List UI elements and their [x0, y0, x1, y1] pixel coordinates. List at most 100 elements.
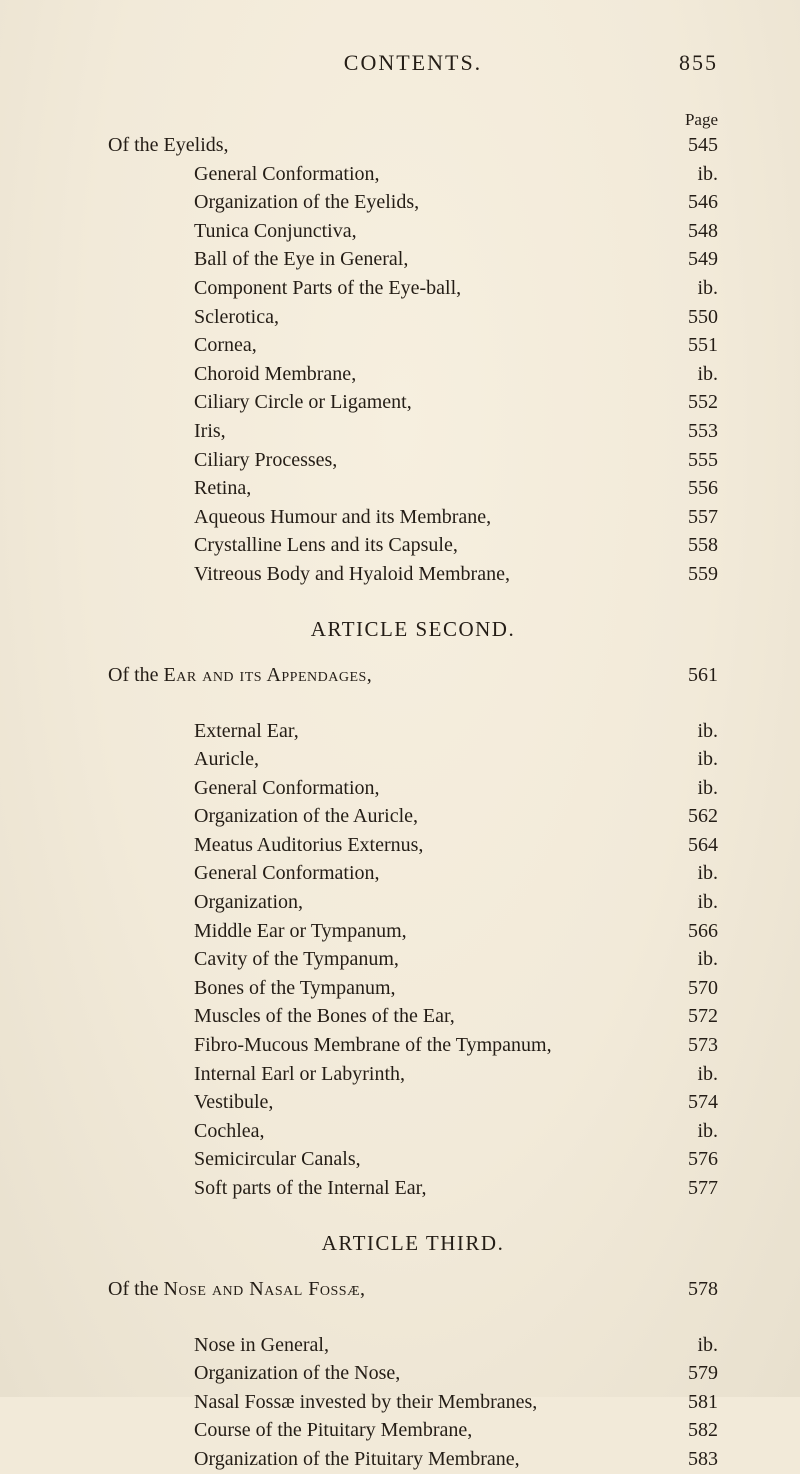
toc-entry-page: 572: [660, 1003, 718, 1031]
toc-entry-page: 573: [660, 1032, 718, 1060]
toc-entry-label: Semicircular Canals,: [108, 1146, 361, 1174]
toc-entry-page: ib.: [660, 361, 718, 389]
toc-entry-label: Auricle,: [108, 746, 259, 774]
toc-entry-label: Meatus Auditorius Externus,: [108, 832, 423, 860]
toc-entry-label: Of the Eyelids,: [108, 132, 229, 160]
toc-entry: Nasal Fossæ invested by their Membranes,…: [108, 1389, 718, 1417]
toc-entry-label: Vestibule,: [108, 1089, 273, 1117]
toc-entry: Component Parts of the Eye-ball, ib.: [108, 275, 718, 303]
running-head: CONTENTS. 855: [108, 50, 718, 76]
toc-entry-label: General Conformation,: [108, 860, 380, 888]
toc-entry-label: General Conformation,: [108, 775, 380, 803]
article-heading: ARTICLE THIRD.: [108, 1231, 718, 1256]
toc-entry-label: Internal Earl or Labyrinth,: [108, 1061, 405, 1089]
section-heading-label: Of the Ear and its Appendages,: [108, 664, 372, 687]
toc-entry: Organization of the Auricle, 562: [108, 803, 718, 831]
spacer: [108, 1317, 718, 1331]
toc-entry: General Conformation, ib.: [108, 860, 718, 888]
toc-entry-label: Aqueous Humour and its Membrane,: [108, 504, 491, 532]
toc-entry-label: Cochlea,: [108, 1118, 265, 1146]
toc-entry-label: Ball of the Eye in General,: [108, 246, 408, 274]
toc-entry-page: 581: [660, 1389, 718, 1417]
section-heading-caps: Nose and Nasal Fossæ,: [164, 1278, 366, 1300]
toc-entry-page: 559: [660, 561, 718, 589]
toc-entry: Iris, 553: [108, 418, 718, 446]
toc-entry: Cochlea, ib.: [108, 1118, 718, 1146]
toc-entry: General Conformation,ib.: [108, 775, 718, 803]
toc-entry: Bones of the Tympanum, 570: [108, 975, 718, 1003]
toc-entry: Meatus Auditorius Externus, 564: [108, 832, 718, 860]
toc-entry-label: Component Parts of the Eye-ball,: [108, 275, 461, 303]
section-heading-label: Of the Nose and Nasal Fossæ,: [108, 1278, 366, 1301]
toc-entry-label: Nasal Fossæ invested by their Membranes,: [108, 1389, 537, 1417]
toc-entry-page: ib.: [660, 1118, 718, 1146]
toc-entry-label: Ciliary Circle or Ligament,: [108, 389, 412, 417]
section-heading-caps: Ear and its Appendages,: [164, 664, 373, 686]
toc-entry-page: 550: [660, 304, 718, 332]
toc-entry: Of the Eyelids, 545: [108, 132, 718, 160]
toc-entry: Organization of the Eyelids,546: [108, 189, 718, 217]
toc-entry-label: Retina,: [108, 475, 251, 503]
page: CONTENTS. 855 Page Of the Eyelids, 545 Gen…: [0, 0, 800, 1397]
toc-entry-page: ib.: [660, 946, 718, 974]
toc-entry-page: 553: [660, 418, 718, 446]
toc-entry-page: 549: [660, 246, 718, 274]
toc-entry-label: Ciliary Processes,: [108, 447, 337, 475]
toc-entry-page: 577: [660, 1175, 718, 1203]
toc-entry: External Ear, ib.: [108, 718, 718, 746]
toc-entry-page: ib.: [660, 1061, 718, 1089]
toc-entry-label: Cornea,: [108, 332, 257, 360]
toc-entry: Aqueous Humour and its Membrane,557: [108, 504, 718, 532]
toc-entry-label: General Conformation,: [108, 161, 380, 189]
toc-entry-label: Bones of the Tympanum,: [108, 975, 396, 1003]
toc-entry: Ball of the Eye in General, 549: [108, 246, 718, 274]
running-head-pagenum: 855: [638, 50, 718, 76]
toc-entry-page: 582: [660, 1417, 718, 1445]
toc-entry-page: ib.: [660, 860, 718, 888]
toc-entry-page: 545: [660, 132, 718, 160]
toc-entry: Vitreous Body and Hyaloid Membrane,559: [108, 561, 718, 589]
toc-entry: Sclerotica, 550: [108, 304, 718, 332]
toc-entry: Soft parts of the Internal Ear, 577: [108, 1175, 718, 1203]
toc-entry-page: 556: [660, 475, 718, 503]
toc-entry-label: Sclerotica,: [108, 304, 279, 332]
spacer: [108, 703, 718, 717]
toc-entry: Semicircular Canals, 576: [108, 1146, 718, 1174]
toc-entry-label: External Ear,: [108, 718, 299, 746]
toc-entry-label: Organization of the Auricle,: [108, 803, 418, 831]
toc-entry-label: Tunica Conjunctiva,: [108, 218, 357, 246]
toc-entry-label: Organization of the Eyelids,: [108, 189, 419, 217]
toc-entry: Crystalline Lens and its Capsule,558: [108, 532, 718, 560]
section-heading: Of the Ear and its Appendages,561: [108, 664, 718, 687]
toc-entry-page: ib.: [660, 1332, 718, 1360]
toc-entry-page: 562: [660, 803, 718, 831]
toc-entry: Ciliary Processes, 555: [108, 447, 718, 475]
toc-entry-label: Cavity of the Tympanum,: [108, 946, 399, 974]
running-head-center: CONTENTS.: [188, 50, 638, 76]
toc-entry: Retina, 556: [108, 475, 718, 503]
toc-entry: Internal Earl or Labyrinth, ib.: [108, 1061, 718, 1089]
toc-entry-label: Soft parts of the Internal Ear,: [108, 1175, 426, 1203]
toc-entry: Fibro-Mucous Membrane of the Tympanum,57…: [108, 1032, 718, 1060]
toc-entry-page: 548: [660, 218, 718, 246]
page-column-label: Page: [108, 110, 718, 130]
toc-entry-label: Iris,: [108, 418, 226, 446]
toc-entry-page: 576: [660, 1146, 718, 1174]
toc-entry-page: 574: [660, 1089, 718, 1117]
toc-entry: Middle Ear or Tympanum,566: [108, 918, 718, 946]
toc-entry-label: Organization of the Pituitary Membrane,: [108, 1446, 520, 1474]
toc-entry-page: ib.: [660, 718, 718, 746]
toc-entry: Muscles of the Bones of the Ear,572: [108, 1003, 718, 1031]
toc-entry: Organization of the Pituitary Membrane,5…: [108, 1446, 718, 1474]
toc-entry: Auricle,ib.: [108, 746, 718, 774]
section-heading-prefix: Of the: [108, 664, 164, 686]
toc-entry-page: 555: [660, 447, 718, 475]
toc-entry: Vestibule, 574: [108, 1089, 718, 1117]
toc-entry-label: Middle Ear or Tympanum,: [108, 918, 407, 946]
toc-entry-page: ib.: [660, 275, 718, 303]
toc-entry-label: Organization,: [108, 889, 303, 917]
section-heading-prefix: Of the: [108, 1278, 164, 1300]
toc-entry-page: 564: [660, 832, 718, 860]
toc-entry-page: 570: [660, 975, 718, 1003]
toc-entry: Course of the Pituitary Membrane,582: [108, 1417, 718, 1445]
